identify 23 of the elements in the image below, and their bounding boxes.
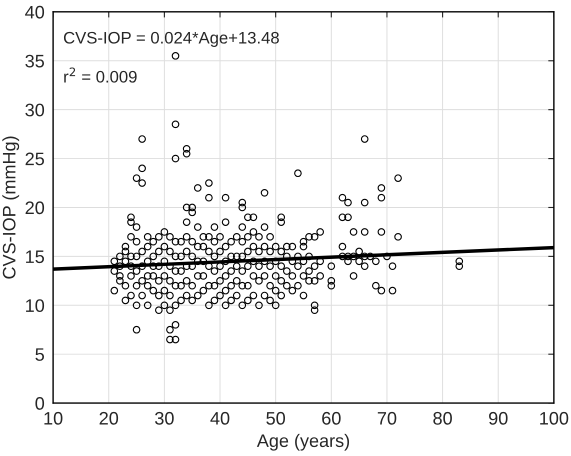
y-tick-label: 30: [25, 104, 44, 116]
x-tick-label: 30: [155, 412, 174, 425]
x-axis-title: Age (years): [256, 434, 350, 451]
x-tick-label: 70: [378, 412, 396, 425]
x-tick-label: 80: [433, 412, 452, 425]
y-tick-label: 15: [26, 250, 44, 264]
y-tick-label: 25: [26, 152, 44, 166]
x-tick-label: 50: [266, 412, 285, 425]
y-tick-label: 35: [25, 54, 44, 68]
y-tick-label: 10: [26, 299, 44, 312]
x-tick-label: 10: [44, 412, 62, 425]
y-tick-label: 40: [25, 6, 44, 19]
annotation: r$^{2}$ = 0.009: [64, 67, 137, 83]
x-tick-label: 40: [210, 412, 230, 425]
y-tick-label: 20: [26, 201, 44, 214]
annotation: CVS-IOP = 0.024*Age+13.48: [64, 32, 279, 47]
y-tick-label: 0: [35, 397, 44, 410]
x-tick-label: 100: [540, 412, 568, 425]
x-tick-label: 60: [322, 412, 341, 425]
x-tick-label: 20: [100, 412, 118, 425]
y-axis-title: CVS-IOP (mmHg): [2, 136, 20, 279]
x-tick-label: 90: [489, 412, 508, 425]
y-tick-label: 5: [35, 348, 44, 361]
